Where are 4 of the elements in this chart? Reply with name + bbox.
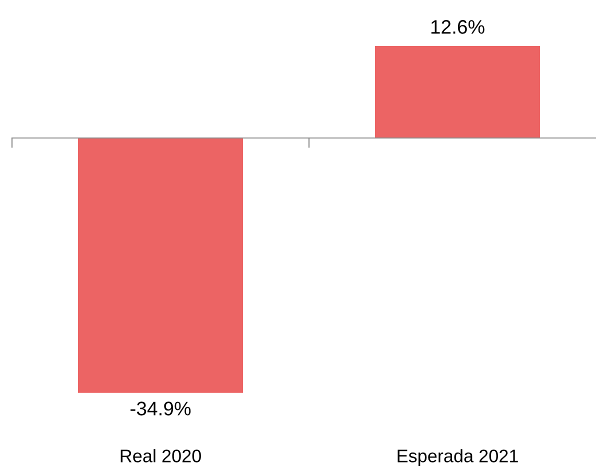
data-label: -34.9%	[130, 402, 191, 416]
x-tick-label: Real 2020	[120, 449, 201, 462]
data-label: 12.6%	[431, 20, 484, 34]
x-tick-label: Esperada 2021	[398, 449, 518, 466]
